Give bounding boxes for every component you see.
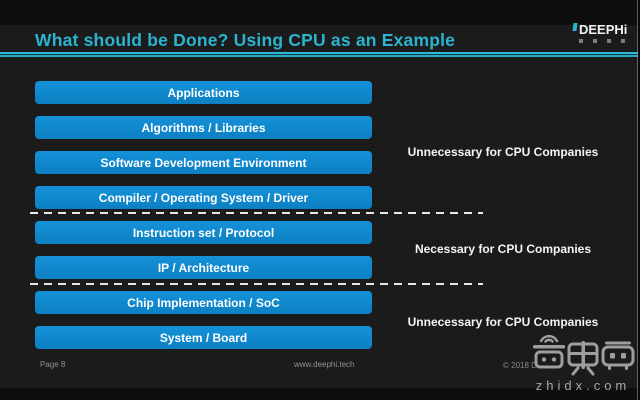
footer-url: www.deephi.tech (294, 360, 355, 369)
bottom-letterbox-band (0, 388, 640, 400)
zhidx-watermark: zhidx.com (528, 329, 638, 393)
top-letterbox-band (0, 0, 640, 25)
group-label-top: Unnecessary for CPU Companies (407, 145, 599, 159)
zhidx-logo-icon (533, 334, 635, 376)
stack-bar-system-board: System / Board (35, 326, 372, 349)
group-label-middle: Necessary for CPU Companies (414, 242, 592, 256)
logo-text: DEEPHi (579, 22, 628, 37)
logo-chinese-subtext (579, 39, 625, 43)
group-label-bottom: Unnecessary for CPU Companies (407, 315, 599, 329)
footer-page-number: Page 8 (40, 360, 66, 369)
stack-bar-ip-architecture: IP / Architecture (35, 256, 372, 279)
right-edge-line (637, 0, 638, 400)
footer-copyright: © 2018 D (503, 361, 537, 370)
stack-bar-compiler-os-driver: Compiler / Operating System / Driver (35, 186, 372, 209)
right-edge-dark-strip (638, 0, 640, 400)
stack-bar-applications: Applications (35, 81, 372, 104)
stack-bar-chip-soc: Chip Implementation / SoC (35, 291, 372, 314)
dashed-divider-lower (30, 283, 483, 285)
deephi-logo: DEEPHi (572, 22, 631, 43)
title-divider (0, 52, 640, 57)
logo-flag-icon (572, 23, 578, 31)
stack-bar-algorithms: Algorithms / Libraries (35, 116, 372, 139)
stack-bar-instruction-set: Instruction set / Protocol (35, 221, 372, 244)
page-title: What should be Done? Using CPU as an Exa… (35, 30, 456, 50)
watermark-domain: zhidx.com (535, 378, 631, 393)
dashed-divider-upper (30, 212, 483, 214)
stack-bar-sde: Software Development Environment (35, 151, 372, 174)
